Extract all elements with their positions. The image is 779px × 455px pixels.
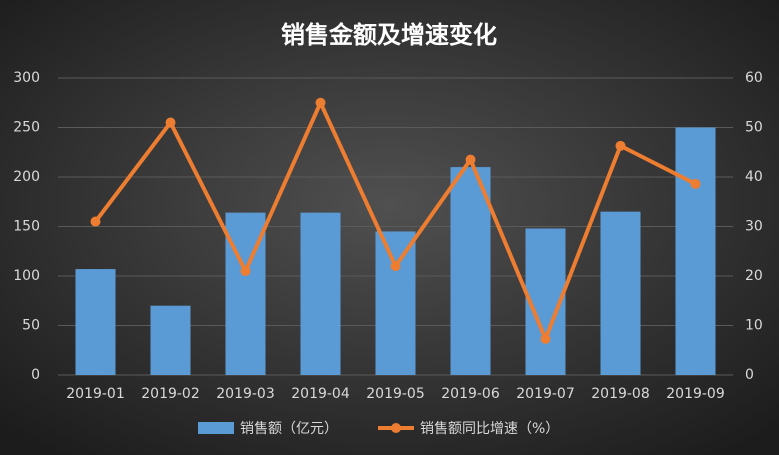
x-tick-label: 2019-03: [216, 386, 275, 402]
y2-tick-label: 30: [745, 219, 763, 235]
line-point: [465, 154, 476, 165]
line-point: [390, 261, 401, 272]
line-point: [540, 333, 551, 344]
y-tick-label: 100: [13, 268, 40, 284]
y-tick-label: 250: [13, 120, 40, 136]
bar: [150, 305, 191, 375]
legend-label: 销售额（亿元）: [240, 421, 338, 437]
line-point: [690, 178, 701, 189]
x-tick-label: 2019-01: [66, 386, 125, 402]
line-point: [240, 266, 251, 277]
y2-tick-label: 10: [745, 318, 763, 334]
bar: [450, 167, 491, 375]
line-point: [315, 97, 326, 108]
bar: [675, 127, 716, 375]
legend-label: 销售额同比增速（%）: [420, 421, 559, 437]
y2-tick-label: 50: [745, 120, 763, 136]
legend-swatch: [391, 423, 401, 433]
bar: [375, 231, 416, 375]
bar: [600, 211, 641, 375]
line-point: [615, 140, 626, 151]
legend-swatch: [198, 422, 234, 434]
bar: [75, 269, 116, 375]
bar: [300, 212, 341, 375]
line-point: [165, 117, 176, 128]
line-point: [90, 216, 101, 227]
y2-tick-label: 60: [745, 70, 763, 86]
y-tick-label: 150: [13, 219, 40, 235]
y-tick-label: 200: [13, 169, 40, 185]
y-tick-label: 0: [31, 367, 40, 383]
y2-tick-label: 20: [745, 268, 763, 284]
x-tick-label: 2019-05: [366, 386, 425, 402]
chart-title: 销售金额及增速变化: [281, 21, 497, 49]
x-tick-label: 2019-06: [441, 386, 500, 402]
x-tick-label: 2019-07: [516, 386, 575, 402]
y2-tick-label: 40: [745, 169, 763, 185]
x-tick-label: 2019-09: [666, 386, 725, 402]
x-tick-label: 2019-08: [591, 386, 650, 402]
y2-tick-label: 0: [745, 367, 754, 383]
y-tick-label: 300: [13, 70, 40, 86]
y-tick-label: 50: [22, 318, 40, 334]
x-tick-label: 2019-02: [141, 386, 200, 402]
x-tick-label: 2019-04: [291, 386, 350, 402]
